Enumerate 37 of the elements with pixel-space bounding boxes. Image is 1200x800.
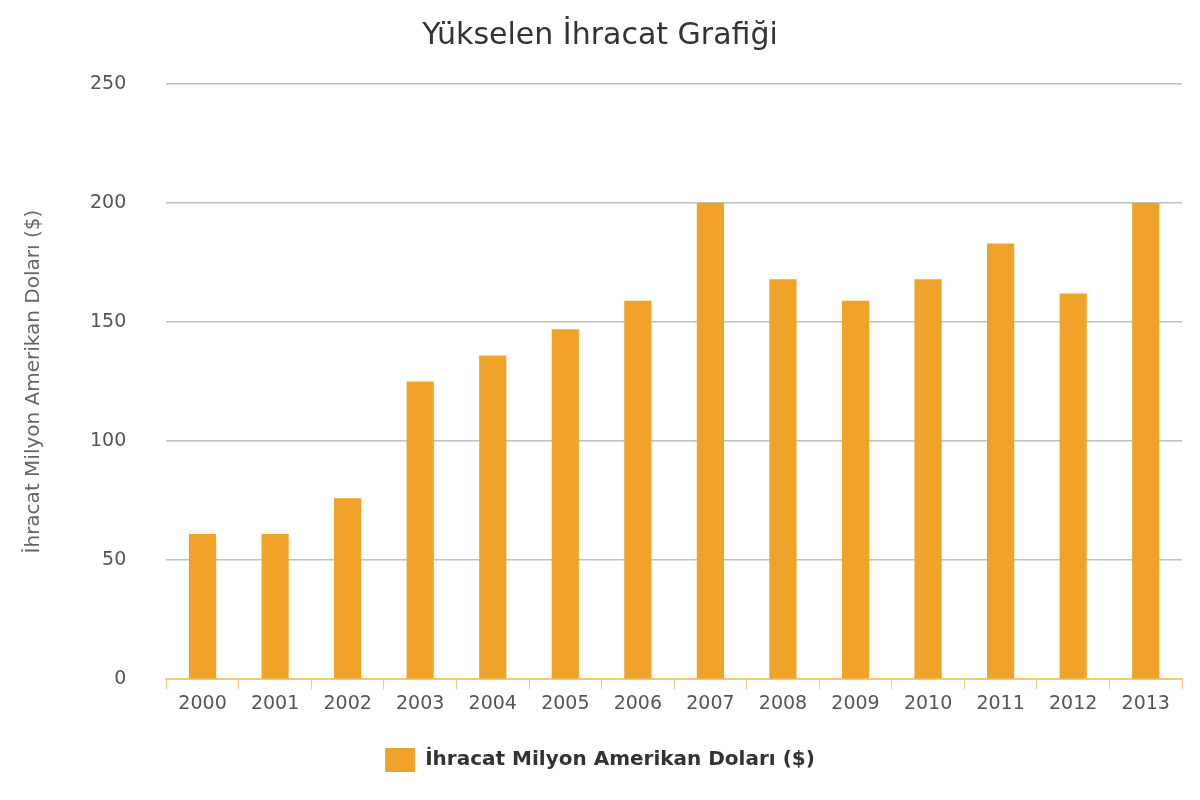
x-tick-label: 2000 [178, 690, 227, 713]
chart-title: Yükselen İhracat Grafiği [421, 15, 778, 51]
y-tick-label: 50 [102, 547, 127, 570]
bar [624, 300, 652, 679]
y-axis-title: İhracat Milyon Amerikan Doları ($) [20, 209, 45, 554]
bar [479, 355, 507, 679]
bar [406, 381, 434, 679]
bar [914, 279, 942, 679]
y-tick-label: 150 [90, 309, 127, 332]
x-tick-label: 2009 [831, 690, 880, 713]
y-tick-label: 250 [90, 70, 127, 93]
legend-label: İhracat Milyon Amerikan Doları ($) [425, 746, 815, 771]
x-tick-label: 2003 [396, 690, 445, 713]
bar [769, 279, 797, 679]
y-tick-label: 100 [90, 428, 127, 451]
x-tick-label: 2010 [903, 690, 953, 713]
x-tick-label: 2011 [976, 690, 1025, 713]
x-tick-label: 2004 [468, 690, 517, 713]
x-tick-label: 2006 [613, 690, 663, 713]
y-tick-label: 0 [114, 666, 127, 689]
x-tick-label: 2007 [686, 690, 735, 713]
x-tick-label: 2001 [250, 690, 300, 713]
bar [1132, 203, 1160, 679]
x-tick-label: 2013 [1121, 690, 1170, 713]
bar [551, 329, 579, 679]
bar [1059, 293, 1087, 679]
x-tick-label: 2002 [323, 690, 372, 713]
bar [987, 243, 1015, 679]
bar [261, 533, 289, 679]
x-tick-label: 2012 [1048, 690, 1098, 713]
x-tick-label: 2008 [758, 690, 808, 713]
x-tick-label: 2005 [541, 690, 590, 713]
bar [334, 498, 362, 679]
bar [188, 533, 217, 679]
y-tick-label: 200 [90, 189, 127, 212]
bar [841, 300, 870, 679]
bar [696, 203, 725, 679]
